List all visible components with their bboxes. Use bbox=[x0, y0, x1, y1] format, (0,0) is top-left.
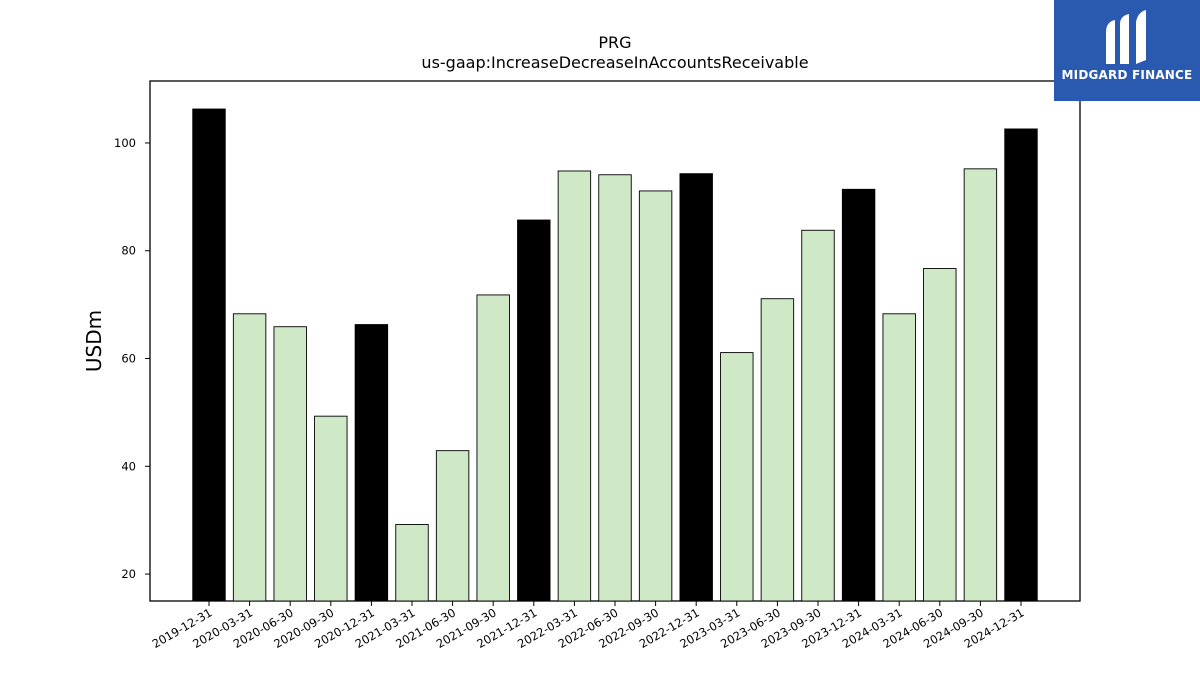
plot-area: 20 40 60 80 100 2019-12-312020-03-312020-06-… bbox=[114, 80, 1081, 651]
bar bbox=[760, 298, 795, 602]
y-tick-label: 20 bbox=[121, 567, 136, 581]
bar bbox=[557, 170, 592, 602]
bar bbox=[720, 352, 754, 602]
bar bbox=[517, 219, 551, 602]
y-tick-label: 100 bbox=[114, 136, 136, 150]
bar bbox=[476, 294, 510, 602]
chart-subtitle: us-gaap:IncreaseDecreaseInAccountsReceiv… bbox=[421, 53, 808, 72]
bar bbox=[1004, 128, 1038, 602]
bars bbox=[192, 108, 1038, 602]
bar bbox=[882, 313, 916, 602]
bar bbox=[395, 524, 429, 602]
bar bbox=[801, 229, 835, 602]
chart-title: PRG bbox=[598, 33, 631, 52]
bar bbox=[923, 268, 957, 602]
y-axis-ticks: 20 40 60 80 100 bbox=[114, 136, 150, 581]
bar bbox=[314, 415, 348, 602]
bar bbox=[435, 450, 470, 602]
bar bbox=[638, 190, 673, 602]
bar bbox=[354, 324, 389, 602]
y-tick-label: 60 bbox=[121, 352, 136, 366]
bar bbox=[841, 188, 876, 602]
brand-name: MIDGARD FINANCE bbox=[1061, 68, 1193, 82]
bar bbox=[963, 168, 998, 602]
bar bbox=[192, 108, 226, 602]
y-tick-label: 40 bbox=[121, 459, 136, 473]
brand-logo: MIDGARD FINANCE bbox=[1054, 0, 1200, 101]
bar bbox=[679, 173, 713, 602]
y-axis-label: USDm bbox=[82, 310, 106, 372]
x-axis-ticks: 2019-12-312020-03-312020-06-302020-09-30… bbox=[150, 601, 1027, 651]
midgard-logo-icon bbox=[1106, 10, 1146, 64]
bar bbox=[232, 313, 267, 602]
bar bbox=[598, 174, 632, 602]
bar bbox=[273, 326, 307, 602]
y-tick-label: 80 bbox=[121, 244, 136, 258]
